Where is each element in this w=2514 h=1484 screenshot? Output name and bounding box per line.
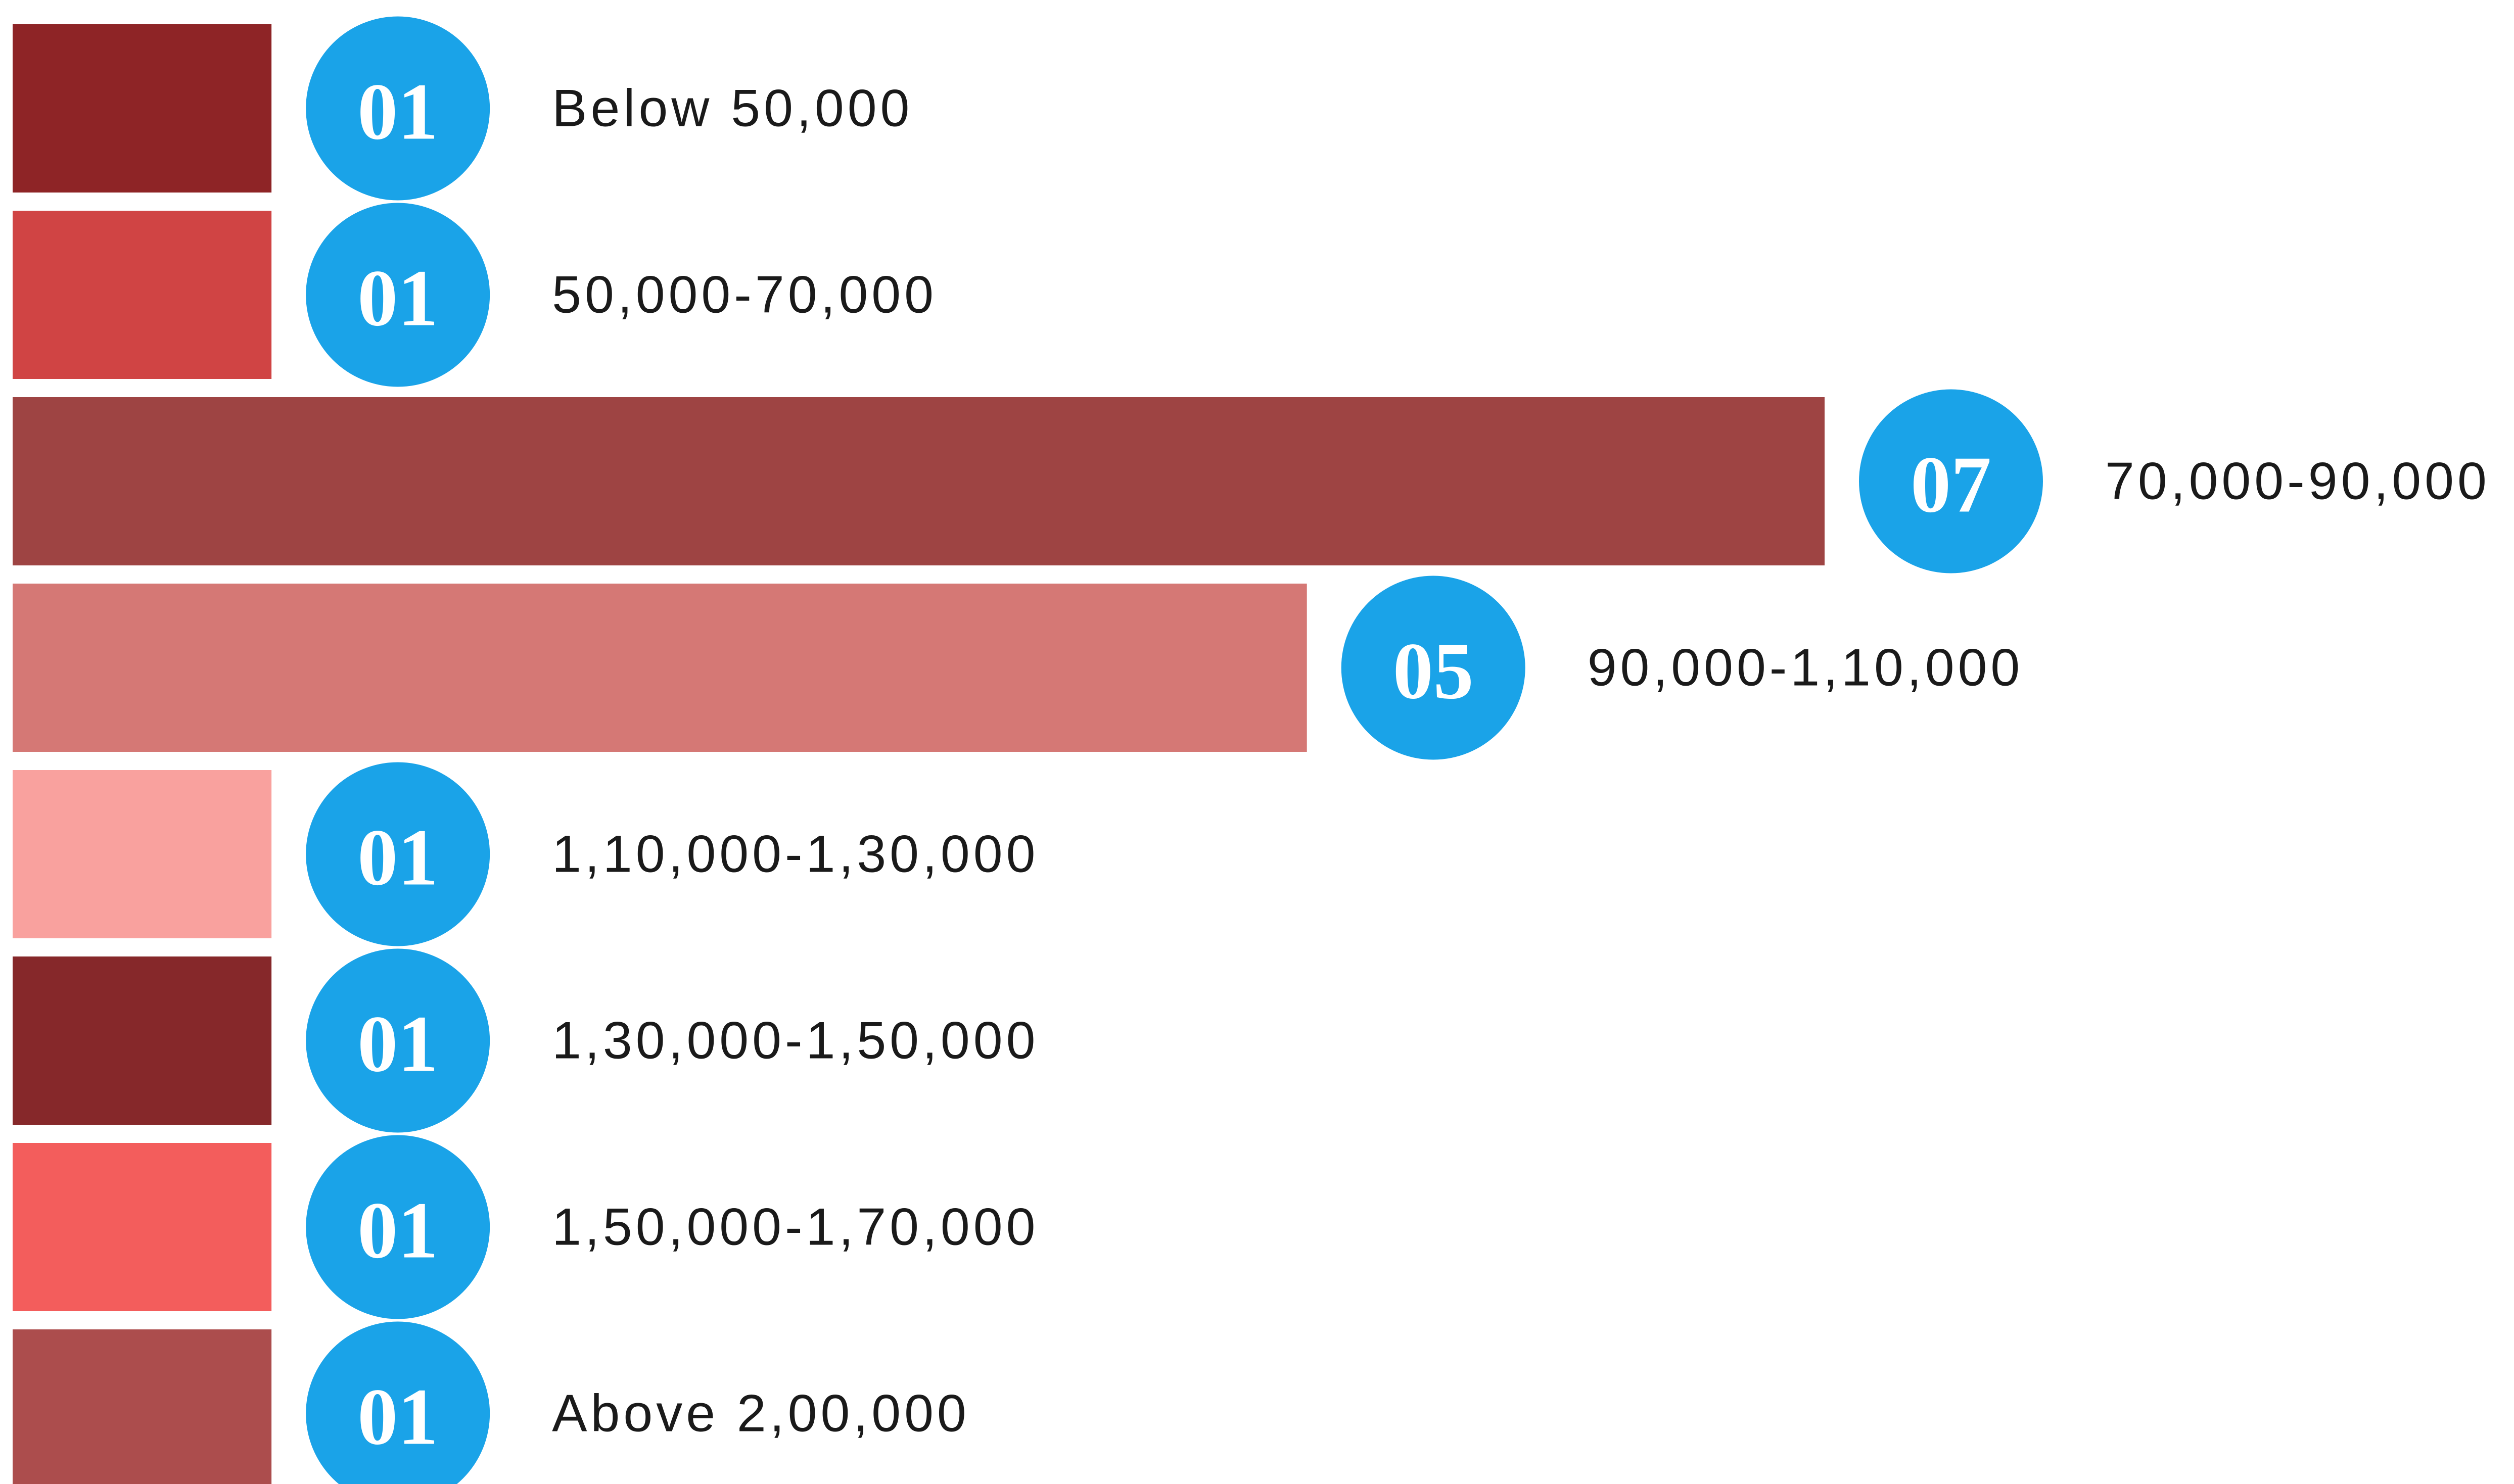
bar xyxy=(13,584,1307,752)
value-label: 07 xyxy=(1911,440,1991,530)
value-label: 01 xyxy=(357,67,438,157)
value-badge xyxy=(1341,576,1525,760)
value-label: 05 xyxy=(1393,626,1474,716)
category-label: 90,000-1,10,000 xyxy=(1588,639,2024,697)
category-label: Below 50,000 xyxy=(552,79,913,138)
value-badge xyxy=(306,948,490,1133)
category-label: 1,50,000-1,70,000 xyxy=(552,1198,1039,1257)
value-badge xyxy=(306,1135,490,1319)
value-badge xyxy=(306,1321,490,1484)
bar xyxy=(13,211,272,379)
bar xyxy=(13,770,272,938)
category-label: 1,10,000-1,30,000 xyxy=(552,825,1039,884)
value-label: 01 xyxy=(357,1185,438,1275)
value-label: 01 xyxy=(357,999,438,1089)
value-label: 01 xyxy=(357,1372,438,1462)
bar xyxy=(13,397,1825,565)
value-badge xyxy=(306,16,490,201)
bar xyxy=(13,956,272,1125)
value-label: 01 xyxy=(357,253,438,343)
bar xyxy=(13,1143,272,1311)
value-badge xyxy=(1859,389,2043,573)
value-label: 01 xyxy=(357,812,438,902)
bar xyxy=(13,1329,272,1484)
category-label: 1,30,000-1,50,000 xyxy=(552,1012,1039,1070)
bar xyxy=(13,24,272,193)
category-label: 70,000-90,000 xyxy=(2105,452,2490,511)
category-label: Above 2,00,000 xyxy=(552,1384,970,1443)
value-badge xyxy=(306,762,490,946)
category-label: 50,000-70,000 xyxy=(552,266,937,324)
value-badge xyxy=(306,203,490,387)
